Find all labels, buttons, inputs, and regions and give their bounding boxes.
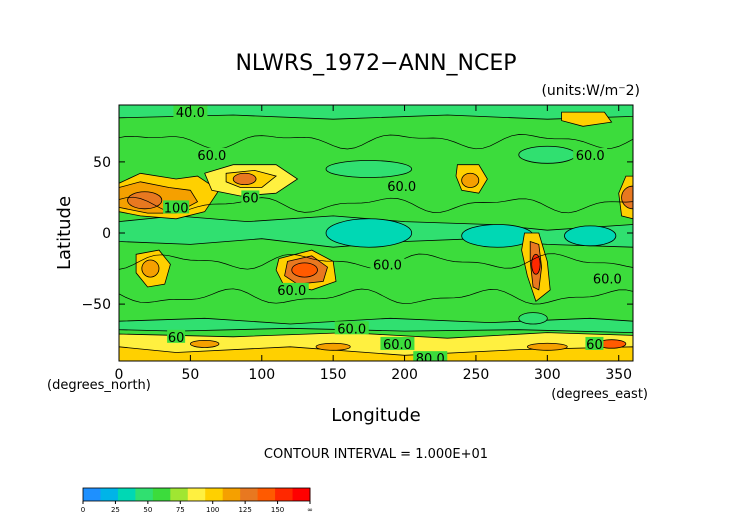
contour-label: 60.0 [383, 338, 412, 353]
colorbar-tick-label: 50 [143, 506, 152, 514]
tibet-core [232, 172, 257, 186]
antarctic-hot-1 [189, 339, 220, 348]
colorbar-swatch [83, 488, 101, 501]
colorbar-swatch [275, 488, 294, 501]
y-tick-label: 50 [93, 155, 111, 171]
contour-label: 60.0 [337, 322, 366, 337]
colorbar-tick-label: 75 [176, 506, 185, 514]
colorbar-tick-label: 100 [206, 506, 219, 514]
north-pacific-cyan [325, 160, 413, 178]
contour-label: 40.0 [176, 106, 205, 121]
contour-line [119, 288, 633, 305]
y-axis: 50 0 −50 [81, 155, 633, 313]
colorbar-swatch [187, 488, 206, 501]
greenland-warm [561, 111, 613, 127]
colorbar-swatch [170, 488, 189, 501]
antarctic-hot-3 [526, 342, 568, 351]
contour-label-bg [241, 190, 260, 204]
colorbar-tick-label: 0 [81, 506, 85, 514]
x-tick-label: 50 [181, 367, 199, 383]
antarctic-hot-2 [315, 342, 351, 351]
colorbar-swatch [257, 488, 276, 501]
contour-labels: 40.0 60.0 60.0 60.0 100 60 60.0 60.0 60.0 60.0 60 6… [163, 105, 625, 367]
colorbar: 0 25 50 75 100 125 150 ∞ [81, 487, 313, 514]
x-tick-label: 350 [605, 367, 632, 383]
contour-label: 60 [168, 331, 185, 346]
north-atlantic-cyan [518, 145, 577, 164]
colorbar-tick-label: 25 [111, 506, 120, 514]
contour-label: 60.0 [576, 149, 605, 164]
x-axis-title: Longitude [331, 405, 421, 426]
arctic-band [119, 105, 633, 120]
contour-label: 60 [586, 338, 603, 353]
contour-label-bg [370, 257, 405, 271]
patagonia-cyan [518, 312, 548, 325]
contour-label: 60.0 [593, 273, 622, 288]
contour-line [119, 196, 633, 214]
contour-label-bg [413, 351, 448, 361]
andes-core [531, 253, 541, 275]
contour-line [119, 134, 633, 150]
contour-label: 60.0 [197, 149, 226, 164]
contour-label: 60.0 [373, 258, 402, 273]
southern-africa-core [141, 259, 160, 278]
contour-label: 60.0 [387, 180, 416, 195]
x-unit-label: (degrees_east) [551, 387, 648, 402]
y-axis-title: Latitude [54, 196, 75, 270]
contour-label-bg [380, 336, 415, 350]
colorbar-tick-label: 125 [238, 506, 251, 514]
colorbar-swatch [292, 488, 311, 501]
contour-label: 100 [164, 201, 189, 216]
contour-label-bg [167, 329, 186, 343]
x-tick-label: 300 [534, 367, 561, 383]
x-tick-label: 250 [463, 367, 490, 383]
colorbar-tick-label: ∞ [307, 506, 313, 514]
colorbar-tick-label: 150 [271, 506, 284, 514]
australia-core [291, 262, 318, 278]
x-tick-label: 200 [391, 367, 418, 383]
contour-label-bg [194, 147, 229, 161]
contour-label: 60 [242, 191, 259, 206]
contour-label-bg [163, 200, 190, 214]
contour-interval-label: CONTOUR INTERVAL = 1.000E+01 [264, 447, 488, 462]
contour-label-bg [590, 271, 625, 285]
contour-label-bg [274, 282, 309, 296]
contour-label-bg [384, 179, 419, 193]
contour-label-bg [334, 321, 369, 335]
contour-label-bg [573, 147, 608, 161]
colorbar-frame [82, 487, 311, 502]
colorbar-swatch [152, 488, 171, 501]
x-tick-label: 150 [320, 367, 347, 383]
x-axis: 0 50 100 150 200 250 300 350 [115, 105, 632, 383]
atlantic-cyan [564, 225, 617, 247]
colorbar-swatch [222, 488, 241, 501]
chart-title: NLWRS_1972−ANN_NCEP [235, 51, 516, 76]
colorbar-swatch [240, 488, 259, 501]
southern-ocean-cyan [119, 317, 633, 334]
north-america-core [461, 172, 480, 188]
contour-label: 60.0 [277, 284, 306, 299]
units-label: (units:W/m⁻2) [541, 83, 640, 99]
contour-label: 80.0 [416, 352, 445, 367]
x-tick-label: 0 [115, 367, 124, 383]
pacific-cyan-1 [325, 218, 413, 248]
y-tick-label: −50 [81, 297, 111, 313]
contour-label-bg [585, 336, 604, 350]
y-unit-label: (degrees_north) [47, 378, 151, 393]
contour-label-bg [173, 105, 208, 119]
y-tick-label: 0 [102, 226, 111, 242]
colorbar-swatch [205, 488, 224, 501]
colorbar-swatch [117, 488, 136, 501]
x-tick-label: 100 [248, 367, 275, 383]
colorbar-swatch [135, 488, 154, 501]
colorbar-swatch [100, 488, 119, 501]
contour-field [119, 105, 633, 361]
